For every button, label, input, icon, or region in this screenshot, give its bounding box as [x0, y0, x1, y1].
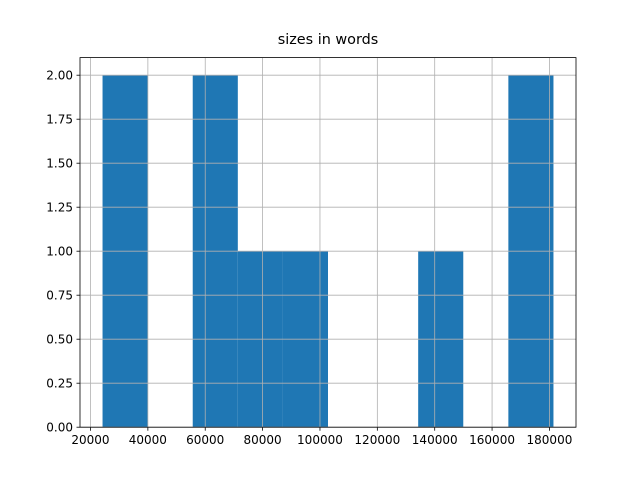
x-tick-label: 100000 [297, 433, 343, 447]
chart-title: sizes in words [278, 32, 379, 48]
x-tick-label: 20000 [71, 433, 109, 447]
y-tick-label: 1.50 [46, 157, 73, 171]
y-tick-label: 0.50 [46, 333, 73, 347]
x-tick-label: 120000 [354, 433, 400, 447]
x-tick-label: 40000 [129, 433, 167, 447]
plot-frame [79, 57, 577, 428]
x-tick-label: 160000 [469, 433, 515, 447]
y-tick-label: 0.75 [46, 289, 73, 303]
x-tick-label: 80000 [244, 433, 282, 447]
y-tick-label: 0.25 [46, 377, 73, 391]
x-tick-label: 60000 [186, 433, 224, 447]
x-tick-label: 180000 [527, 433, 573, 447]
y-tick-label: 0.00 [46, 421, 73, 435]
x-tick-label: 140000 [412, 433, 458, 447]
y-tick-label: 1.00 [46, 245, 73, 259]
y-tick-label: 1.25 [46, 201, 73, 215]
y-tick-label: 1.75 [46, 113, 73, 127]
y-tick-label: 2.00 [46, 69, 73, 83]
